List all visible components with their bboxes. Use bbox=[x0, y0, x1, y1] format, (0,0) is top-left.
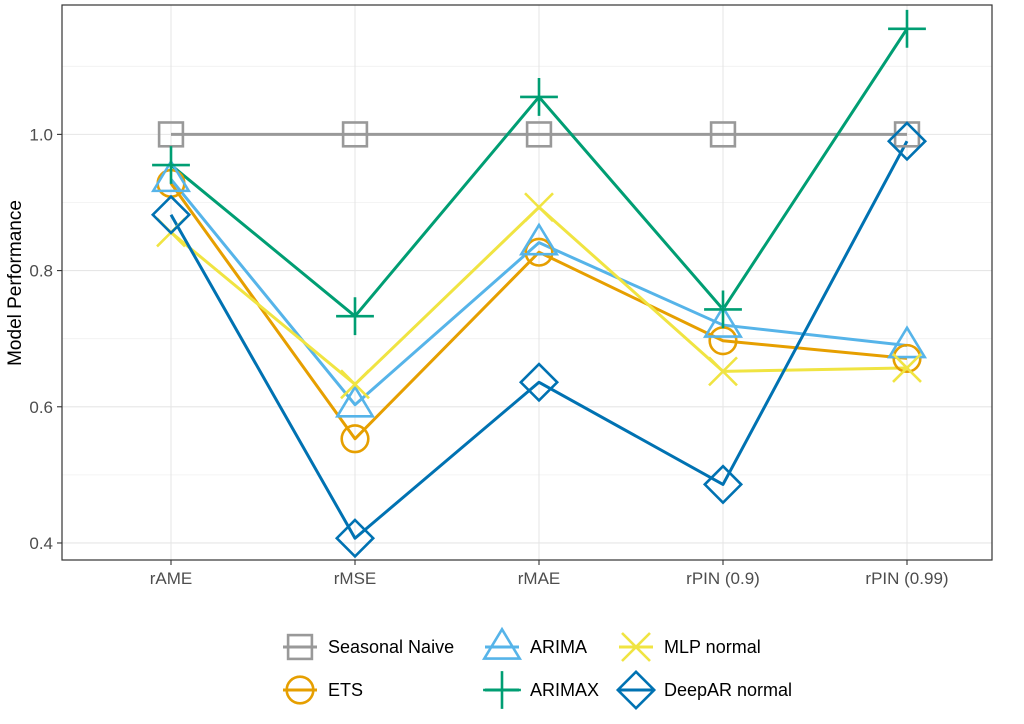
series-line-ets bbox=[169, 182, 908, 441]
legend-label-mlp-normal: MLP normal bbox=[664, 637, 761, 657]
marker-arimax-0 bbox=[152, 146, 190, 184]
legend-item-arimax: ARIMAX bbox=[483, 671, 599, 709]
legend-marker-arimax bbox=[483, 671, 521, 709]
y-tick-label: 1.0 bbox=[29, 125, 53, 144]
marker-deepar-normal-1 bbox=[334, 518, 376, 559]
x-axis: rAME rMSE rMAE rPIN (0.9) rPIN (0.99) bbox=[150, 560, 949, 588]
x-tick-label: rMAE bbox=[518, 569, 561, 588]
x-tick-label: rMSE bbox=[334, 569, 377, 588]
marker-deepar-normal-4 bbox=[886, 121, 928, 162]
series-line-deepar-normal bbox=[169, 140, 909, 540]
y-tick-label: 0.8 bbox=[29, 262, 53, 281]
marker-deepar-normal-3 bbox=[702, 464, 744, 505]
x-tick-label: rAME bbox=[150, 569, 193, 588]
legend-marker-deepar-normal bbox=[615, 669, 657, 711]
y-tick-label: 0.6 bbox=[29, 398, 53, 417]
series-line-arima bbox=[169, 178, 908, 407]
marker-arima-1 bbox=[334, 384, 376, 418]
marker-deepar-normal-2 bbox=[518, 362, 560, 403]
marker-deepar-normal-0 bbox=[150, 194, 192, 235]
legend-item-arima: ARIMA bbox=[481, 626, 587, 660]
marker-arimax-3 bbox=[704, 290, 742, 329]
marker-mlp-normal-2 bbox=[524, 192, 554, 223]
plot-panel bbox=[62, 5, 992, 560]
legend-marker-mlp-normal bbox=[621, 632, 651, 662]
marker-arimax-2 bbox=[520, 78, 558, 116]
legend-label-deepar-normal: DeepAR normal bbox=[664, 680, 792, 700]
legend-label-arima: ARIMA bbox=[530, 637, 587, 657]
marker-arima-3 bbox=[702, 304, 744, 338]
marker-arima-4 bbox=[886, 325, 928, 359]
marker-seasonal-naive-1 bbox=[341, 121, 369, 148]
marker-arimax-4 bbox=[888, 9, 926, 48]
marker-seasonal-naive-2 bbox=[525, 121, 553, 148]
legend-item-mlp-normal: MLP normal bbox=[619, 632, 761, 662]
legend-item-seasonal-naive: Seasonal Naive bbox=[283, 633, 454, 661]
legend-item-deepar-normal: DeepAR normal bbox=[615, 669, 792, 711]
y-tick-label: 0.4 bbox=[29, 534, 53, 553]
x-tick-label: rPIN (0.9) bbox=[686, 569, 760, 588]
marker-arimax-1 bbox=[336, 297, 374, 336]
legend-label-arimax: ARIMAX bbox=[530, 680, 599, 700]
legend-marker-ets bbox=[285, 675, 315, 705]
series-markers bbox=[150, 9, 928, 559]
legend-item-ets: ETS bbox=[283, 675, 363, 705]
y-axis: 0.4 0.6 0.8 1.0 bbox=[29, 125, 62, 553]
marker-ets-2 bbox=[524, 237, 554, 267]
plot-border bbox=[61, 4, 993, 561]
marker-seasonal-naive-3 bbox=[709, 121, 737, 148]
legend-label-ets: ETS bbox=[328, 680, 363, 700]
marker-mlp-normal-1 bbox=[340, 369, 370, 400]
marker-ets-4 bbox=[892, 343, 922, 374]
legend-marker-arima bbox=[481, 626, 523, 660]
legend: Seasonal Naive ETS ARIMA ARIMAX MLP normal De… bbox=[283, 626, 792, 711]
legend-label-seasonal-naive: Seasonal Naive bbox=[328, 637, 454, 657]
x-tick-label: rPIN (0.99) bbox=[865, 569, 948, 588]
y-axis-title: Model Performance bbox=[5, 200, 26, 366]
marker-arima-0 bbox=[150, 159, 192, 193]
legend-marker-seasonal-naive bbox=[286, 633, 314, 661]
marker-mlp-normal-4 bbox=[892, 353, 922, 383]
marker-ets-1 bbox=[340, 424, 370, 454]
marker-mlp-normal-3 bbox=[708, 356, 738, 387]
marker-arima-2 bbox=[518, 222, 560, 256]
